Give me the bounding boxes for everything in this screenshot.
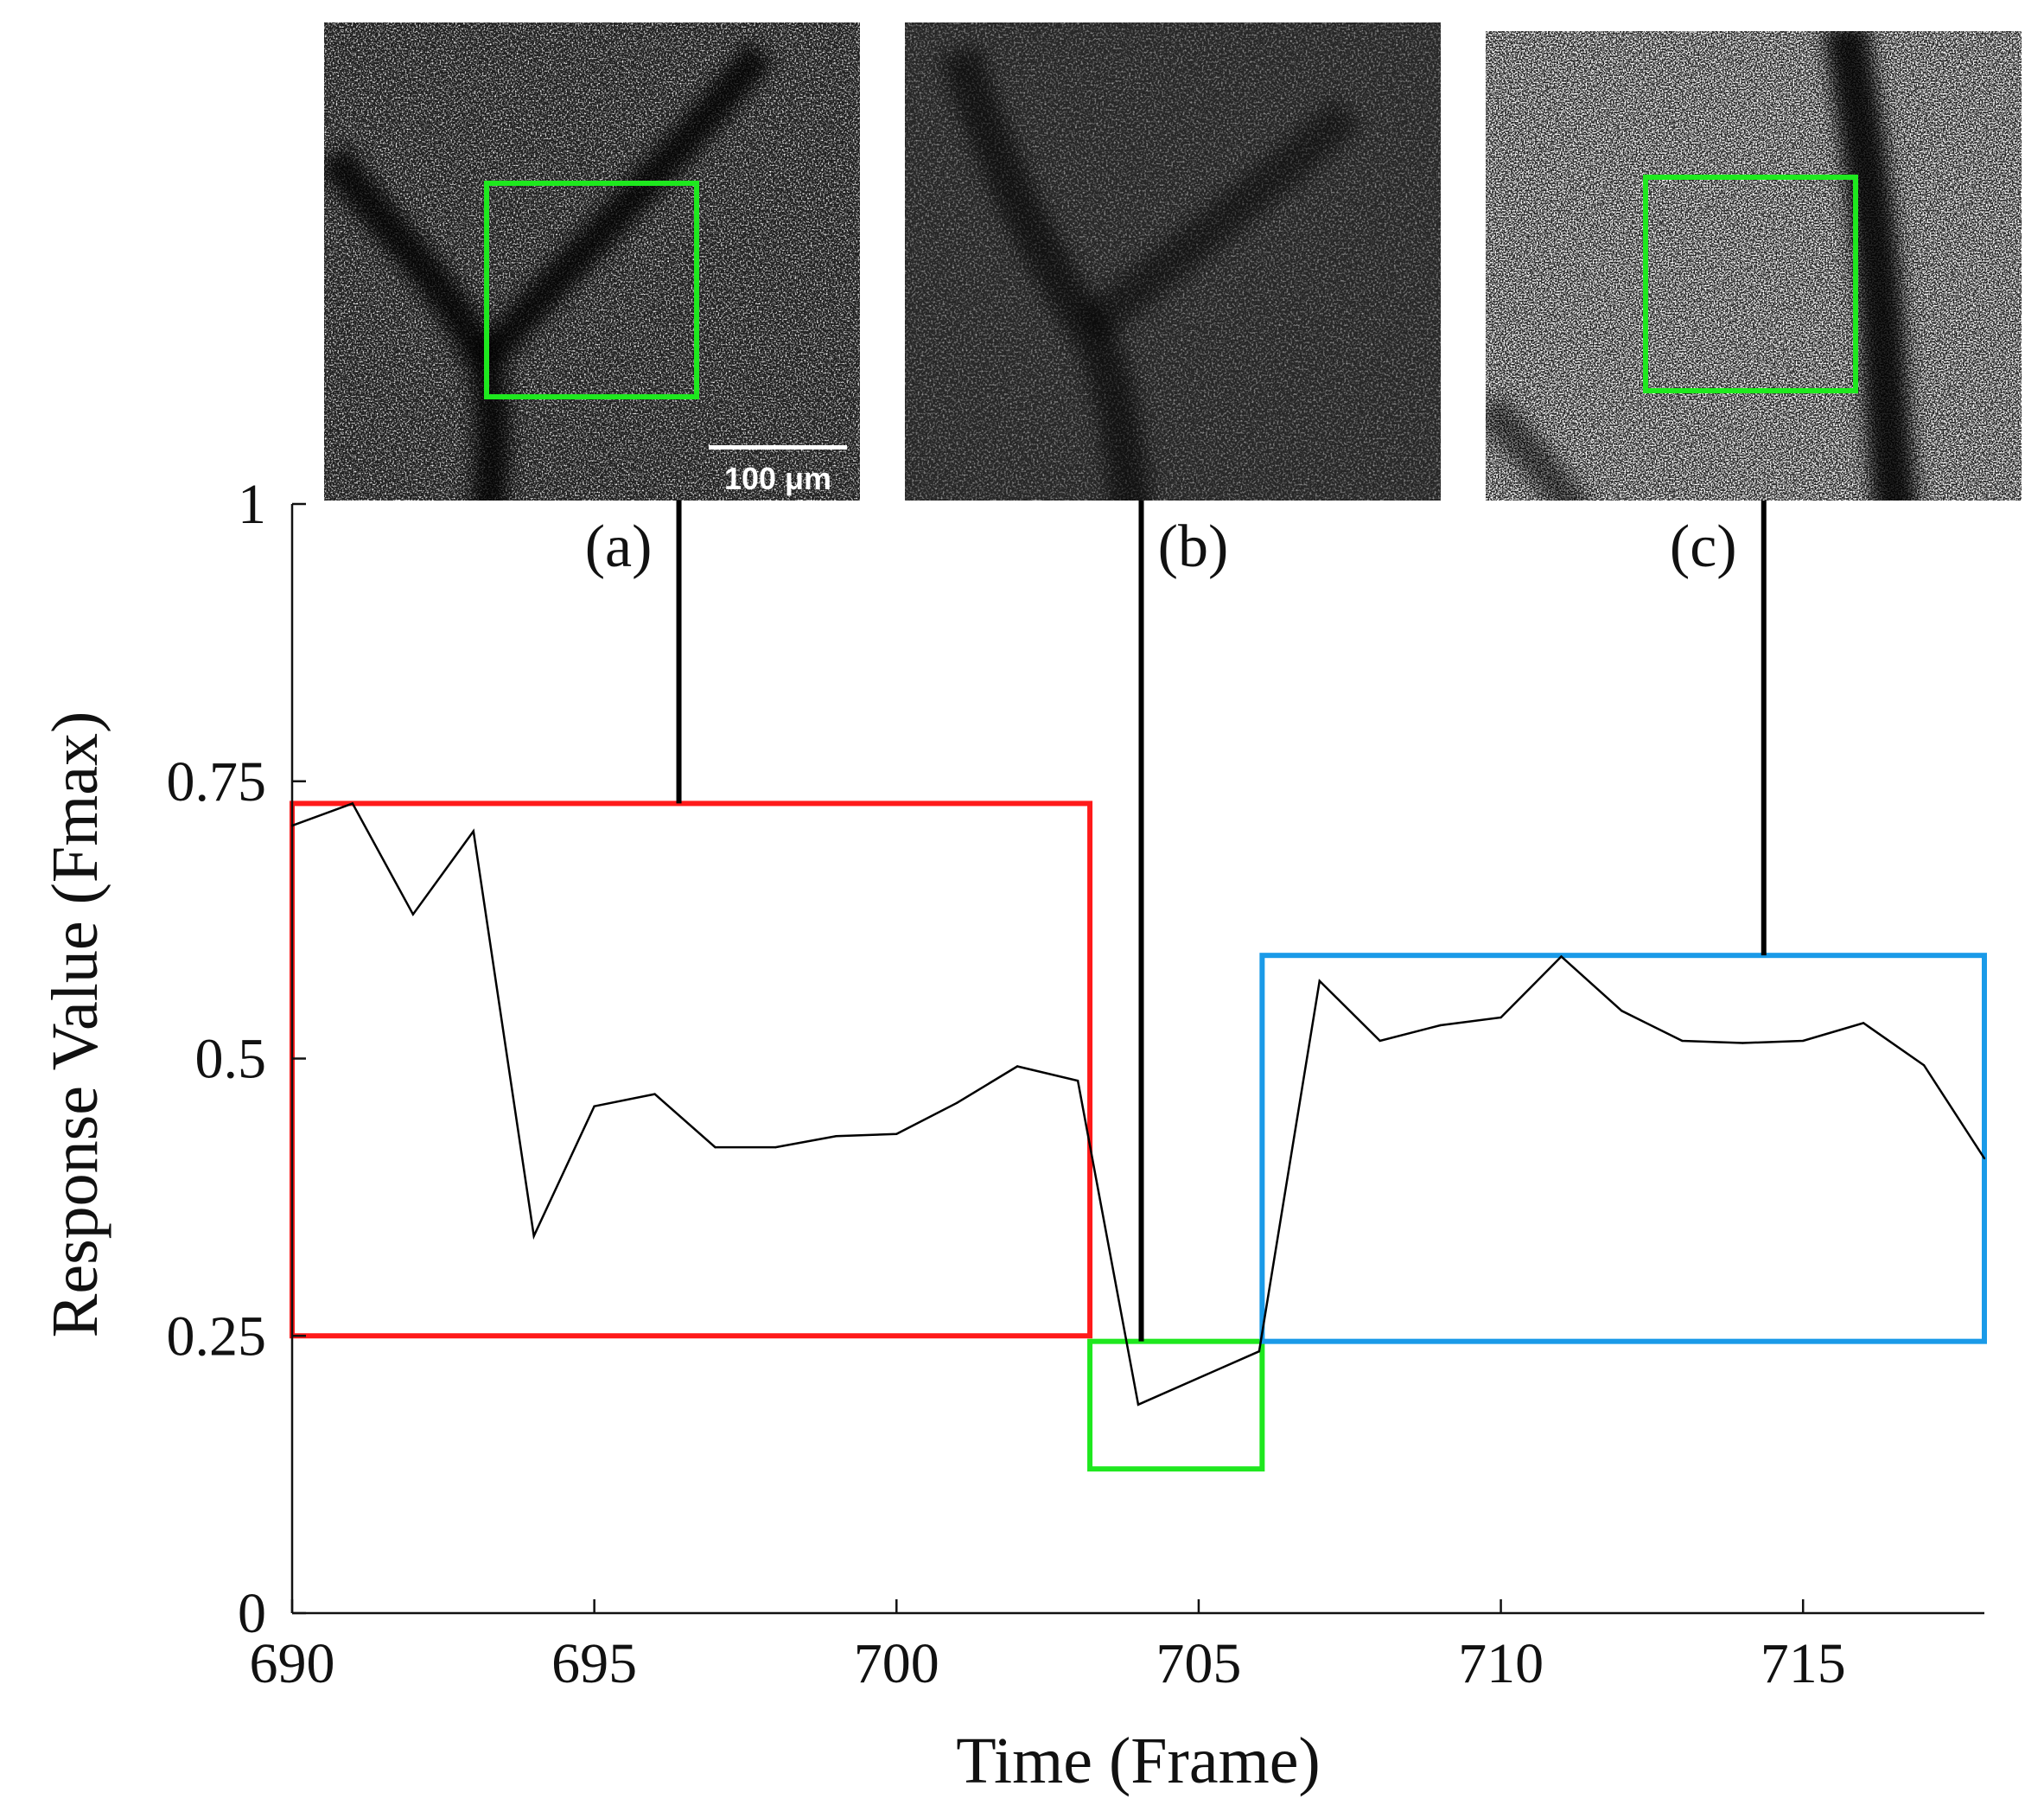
vessel-shadow-b bbox=[939, 45, 1362, 501]
data-point bbox=[774, 1145, 777, 1149]
scale-bar bbox=[709, 445, 847, 450]
image-panel-b bbox=[905, 22, 1441, 501]
y-tick-label: 0.5 bbox=[195, 1028, 267, 1091]
roi-box-c bbox=[1643, 175, 1858, 393]
series-line-response bbox=[291, 801, 1986, 1407]
data-point bbox=[1439, 1024, 1442, 1027]
x-tick-label: 695 bbox=[551, 1632, 637, 1695]
roi-box-a bbox=[484, 181, 699, 399]
data-point bbox=[1076, 1079, 1079, 1082]
data-point bbox=[1197, 1376, 1200, 1380]
data-point bbox=[1137, 1403, 1140, 1406]
data-point bbox=[1318, 979, 1321, 982]
panel-label-c: (c) bbox=[1670, 514, 1737, 580]
data-point bbox=[1379, 1039, 1381, 1043]
x-tick-label: 705 bbox=[1156, 1632, 1241, 1695]
y-axis-title: Response Value (Fmax) bbox=[39, 711, 111, 1338]
x-tick-label: 710 bbox=[1458, 1632, 1544, 1695]
data-point bbox=[956, 1101, 958, 1105]
image-panel-a: 100 μm bbox=[324, 22, 860, 501]
data-point bbox=[1802, 1039, 1805, 1043]
data-point bbox=[351, 802, 354, 805]
data-point bbox=[1862, 1022, 1865, 1024]
data-point bbox=[1742, 1042, 1744, 1044]
data-point bbox=[411, 913, 415, 915]
data-point bbox=[1016, 1065, 1019, 1068]
data-point bbox=[835, 1135, 837, 1138]
leader-lines bbox=[676, 501, 1767, 1342]
data-point bbox=[714, 1145, 716, 1149]
region-box-a bbox=[290, 801, 1093, 1339]
data-point bbox=[593, 1105, 595, 1107]
vessel-shadow-c bbox=[1486, 31, 1918, 501]
data-point bbox=[1681, 1039, 1684, 1043]
data-point bbox=[290, 824, 294, 827]
line-chart: 0 0.25 0.5 0.75 1 690 695 700 705 710 715 Time (Fra… bbox=[39, 473, 1987, 1797]
x-tick-label: 690 bbox=[250, 1632, 335, 1695]
y-tick-label: 0.75 bbox=[167, 750, 267, 813]
y-tick-label: 0 bbox=[238, 1582, 266, 1645]
data-point bbox=[653, 1093, 656, 1095]
y-tick-label: 1 bbox=[238, 473, 266, 536]
axes: 0 0.25 0.5 0.75 1 690 695 700 705 710 715 Time (Fra… bbox=[39, 473, 1984, 1797]
x-axis-title: Time (Frame) bbox=[956, 1725, 1321, 1797]
data-point bbox=[1621, 1010, 1623, 1012]
x-tick-label: 715 bbox=[1761, 1632, 1846, 1695]
data-point bbox=[1258, 1350, 1261, 1353]
panel-label-b: (b) bbox=[1158, 514, 1229, 580]
region-boxes bbox=[290, 801, 1987, 1472]
scale-bar-label: 100 μm bbox=[724, 461, 831, 496]
region-box-c bbox=[1259, 953, 1987, 1344]
image-panel-c bbox=[1486, 31, 2022, 501]
data-series bbox=[290, 801, 1986, 1407]
data-point bbox=[1922, 1063, 1926, 1067]
y-tick-label: 0.25 bbox=[167, 1304, 267, 1368]
data-point bbox=[1560, 955, 1563, 958]
data-point bbox=[472, 830, 474, 832]
data-point bbox=[1500, 1016, 1502, 1019]
data-point bbox=[532, 1234, 535, 1237]
vessel-shadow-a bbox=[324, 41, 774, 501]
region-box-b bbox=[1087, 1338, 1265, 1472]
panel-labels: (a) (b) (c) bbox=[585, 514, 1737, 580]
panel-label-a: (a) bbox=[585, 514, 653, 580]
x-tick-label: 700 bbox=[854, 1632, 939, 1695]
data-point bbox=[895, 1132, 898, 1135]
data-point bbox=[1983, 1157, 1986, 1160]
